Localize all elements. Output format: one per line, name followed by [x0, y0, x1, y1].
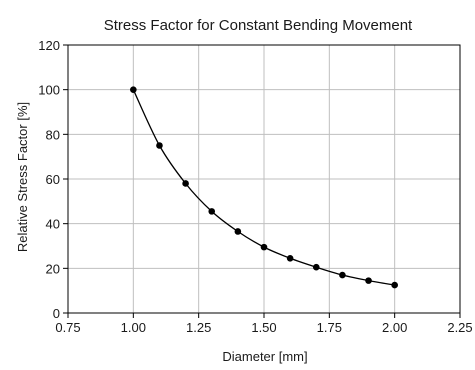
x-tick-labels: 0.75 1.00 1.25 1.50 1.75 2.00 2.25	[55, 320, 472, 335]
y-tick-label: 0	[53, 306, 60, 321]
series-points	[130, 86, 398, 289]
x-axis-label: Diameter [mm]	[222, 349, 307, 364]
grid-lines	[68, 45, 460, 313]
y-tick-label: 60	[46, 172, 60, 187]
x-tick-label: 2.25	[447, 320, 472, 335]
y-tick-label: 120	[38, 38, 60, 53]
x-tick-label: 0.75	[55, 320, 80, 335]
data-point	[391, 281, 398, 289]
x-tick-label: 1.25	[186, 320, 211, 335]
data-point	[234, 228, 242, 235]
data-point	[286, 254, 294, 262]
data-point	[156, 142, 163, 149]
data-point	[260, 243, 268, 251]
data-point	[339, 271, 346, 279]
x-tick-label: 1.75	[317, 320, 342, 335]
chart-title: Stress Factor for Constant Bending Movem…	[104, 17, 413, 34]
y-tick-label: 100	[38, 83, 60, 98]
y-tick-label: 20	[46, 261, 60, 276]
data-point	[130, 86, 137, 93]
y-tick-labels: 0 20 40 60 80 100 120	[38, 38, 60, 321]
axis-ticks	[63, 44, 461, 318]
y-axis-label: Relative Stress Factor [%]	[15, 102, 30, 252]
data-point	[182, 180, 189, 187]
y-tick-label: 40	[46, 217, 60, 232]
y-tick-label: 80	[46, 127, 60, 142]
data-point	[208, 208, 216, 215]
data-point	[365, 277, 372, 284]
x-tick-label: 1.50	[251, 320, 276, 335]
x-tick-label: 2.00	[382, 320, 407, 335]
x-tick-label: 1.00	[121, 320, 146, 335]
data-point	[312, 263, 320, 271]
